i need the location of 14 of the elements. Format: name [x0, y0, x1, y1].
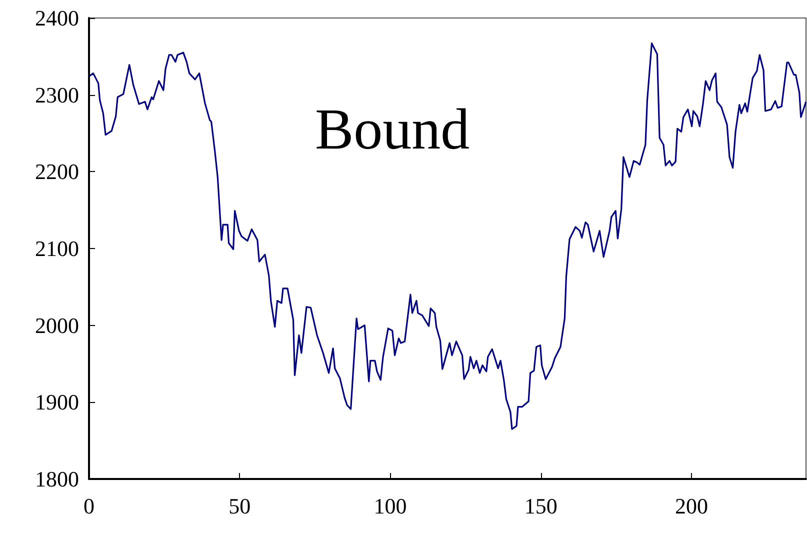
x-tick-label: 100 [374, 494, 407, 518]
y-tick-label: 2300 [35, 82, 79, 108]
y-tick-label: 1900 [35, 390, 79, 415]
annotation: Bound [315, 96, 470, 162]
x-tick-label: 50 [228, 494, 251, 518]
line-series [88, 42, 807, 430]
y-tick-label: 2200 [35, 159, 79, 184]
y-tick-label: 2000 [35, 312, 79, 338]
x-tick-label: 150 [524, 494, 558, 518]
x-tick-label: 0 [84, 494, 94, 518]
y-tick-label: 2100 [35, 236, 79, 261]
y-tick-label: 1800 [35, 466, 79, 492]
y-tick-label: 2400 [35, 6, 79, 30]
x-tick-label: 200 [675, 494, 708, 518]
